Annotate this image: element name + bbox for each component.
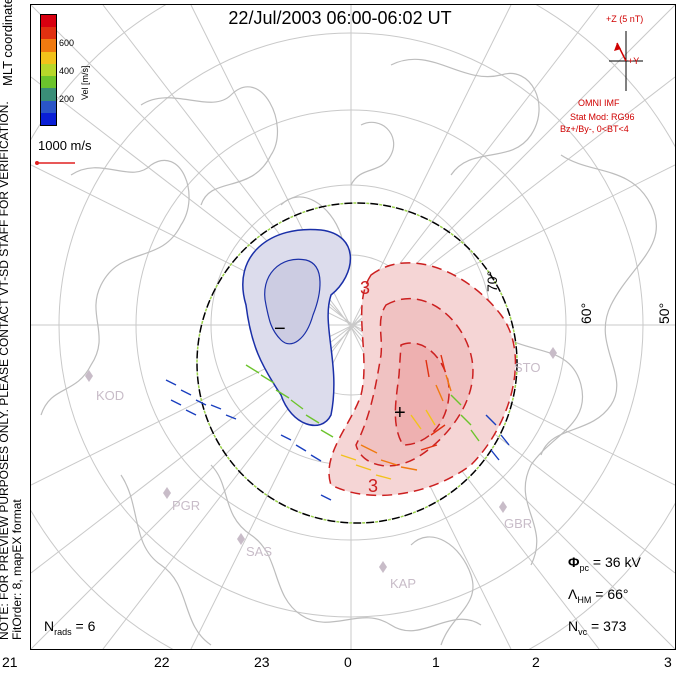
map-frame [30, 4, 676, 650]
phi-pc-stat: Φpc = 36 kV [568, 554, 641, 573]
site-sto: STO [514, 360, 541, 375]
lat-label-60: 60° [578, 302, 594, 324]
imf-source: OMNI IMF [578, 98, 620, 108]
positive-cell [328, 262, 517, 497]
mlt-label-22: 22 [154, 654, 170, 670]
site-sas: SAS [246, 544, 273, 559]
hm-boundary [196, 202, 518, 524]
mlt-label-0: 0 [344, 654, 352, 670]
imf-stat-mod: Stat Mod: RG96 [570, 112, 635, 122]
site-markers [85, 347, 557, 573]
negative-cell-sign: − [274, 318, 286, 340]
scale-vector [35, 161, 75, 165]
n-vc-stat: Nvc = 373 [568, 618, 627, 637]
mlt-label-3: 3 [664, 654, 672, 670]
positive-cell-sign: + [394, 402, 406, 424]
site-gbr: GBR [504, 516, 533, 531]
mlt-label-1: 1 [432, 654, 440, 670]
lat-label-70: 70° [484, 270, 500, 292]
scale-vector-label: 1000 m/s [38, 138, 92, 153]
imf-condition: Bz+/By-, 0<BT<4 [560, 124, 629, 134]
mlt-label-2: 2 [532, 654, 540, 670]
imf-z-label: +Z (5 nT) [606, 14, 644, 24]
imf-y-label: +Y [628, 56, 640, 66]
site-kap: KAP [390, 576, 417, 591]
colorbar-tick-200: 200 [59, 94, 75, 104]
velocity-vectors [165, 354, 510, 501]
colorbar [40, 14, 57, 126]
lambda-hm-stat: ΛHM = 66° [568, 586, 629, 605]
n-rads-stat: Nrads = 6 [44, 618, 96, 637]
positive-contour-label: 3 [360, 278, 371, 298]
polar-map [31, 5, 675, 649]
mlt-label-23: 23 [254, 654, 270, 670]
lat-label-50: 50° [656, 302, 672, 324]
map-title: 22/Jul/2003 06:00-06:02 UT [228, 8, 452, 28]
imf-dial [609, 31, 643, 91]
preview-note-line2: FitOrder: 8, mapEX format [10, 499, 24, 640]
mlt-label-21: 21 [2, 654, 18, 670]
site-kod: KOD [96, 388, 125, 403]
negative-contour-label: 3 [368, 476, 379, 496]
colorbar-label: Vel [m/s] [80, 65, 90, 100]
colorbar-tick-600: 600 [59, 38, 75, 48]
preview-note: NOTE: FOR PREVIEW PURPOSES ONLY. PLEASE … [0, 101, 24, 640]
site-pgr: PGR [172, 498, 201, 513]
negative-cell [242, 228, 352, 426]
mlt-coords-label: MLT coordinates [0, 0, 15, 86]
colorbar-tick-400: 400 [59, 66, 75, 76]
